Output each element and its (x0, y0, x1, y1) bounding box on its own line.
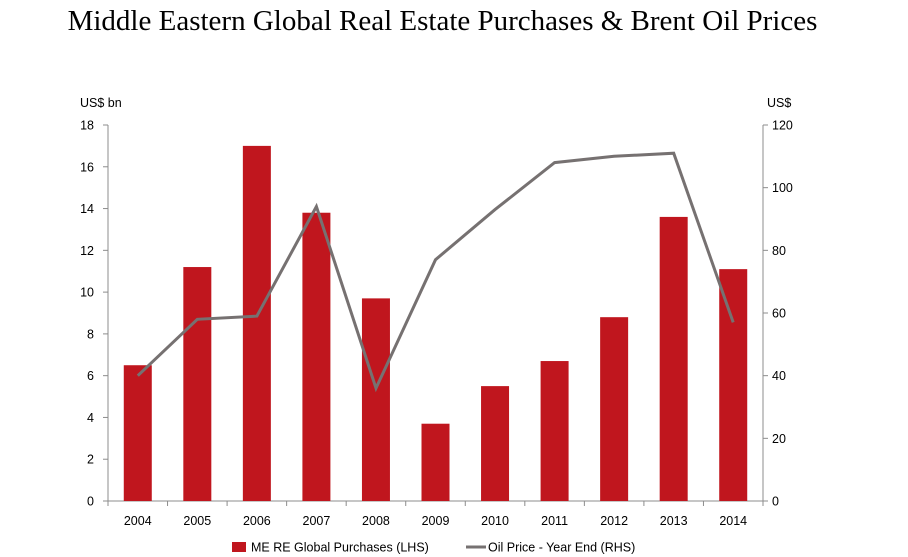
line-series (136, 151, 735, 393)
right-tick-label: 20 (772, 432, 786, 446)
legend-bar-swatch (232, 542, 246, 552)
axis-labels: 0 2 4 6 8 10 12 14 16 18 0 20 40 60 80 100 120 2004 2005 20… (80, 96, 793, 528)
x-tick-label: 2011 (541, 514, 568, 528)
left-tick-label: 14 (80, 202, 94, 216)
chart-title: Middle Eastern Global Real Estate Purcha… (67, 5, 818, 37)
x-tick-label: 2008 (362, 514, 390, 528)
right-axis-label: US$ (767, 96, 791, 110)
bar (719, 269, 748, 501)
right-tick-label: 80 (772, 244, 786, 258)
right-tick-label: 100 (772, 181, 793, 195)
bar-series (123, 145, 748, 501)
bar (540, 361, 569, 501)
left-tick-label: 2 (87, 453, 94, 467)
left-tick-label: 18 (80, 119, 94, 133)
bar (242, 145, 271, 501)
left-tick-label: 0 (87, 495, 94, 509)
right-tick-label: 60 (772, 307, 786, 321)
x-tick-label: 2004 (124, 514, 152, 528)
x-tick-label: 2005 (183, 514, 211, 528)
legend: ME RE Global Purchases (LHS) Oil Price - … (232, 541, 635, 555)
x-tick-label: 2006 (243, 514, 271, 528)
x-tick-label: 2007 (303, 514, 331, 528)
bar (302, 212, 331, 501)
right-tick-label: 0 (772, 495, 779, 509)
left-tick-label: 6 (87, 369, 94, 383)
left-tick-label: 4 (87, 411, 94, 425)
right-tick-label: 40 (772, 369, 786, 383)
bar (361, 298, 390, 501)
oil-price-line (136, 151, 735, 393)
bar (481, 386, 510, 501)
left-tick-label: 10 (80, 286, 94, 300)
bar (123, 365, 152, 501)
right-tick-label: 120 (772, 119, 793, 133)
left-axis-label: US$ bn (80, 96, 122, 110)
left-tick-label: 8 (87, 327, 94, 341)
bar (421, 423, 450, 501)
x-tick-label: 2014 (719, 514, 747, 528)
x-tick-label: 2013 (660, 514, 688, 528)
x-tick-label: 2012 (600, 514, 628, 528)
bar (183, 267, 212, 501)
x-tick-label: 2009 (422, 514, 450, 528)
legend-bar-label: ME RE Global Purchases (LHS) (251, 541, 429, 555)
bar (659, 216, 688, 501)
legend-line-label: Oil Price - Year End (RHS) (488, 541, 635, 555)
x-tick-label: 2010 (481, 514, 509, 528)
left-tick-label: 16 (80, 160, 94, 174)
left-tick-label: 12 (80, 244, 94, 258)
bar (600, 317, 629, 501)
